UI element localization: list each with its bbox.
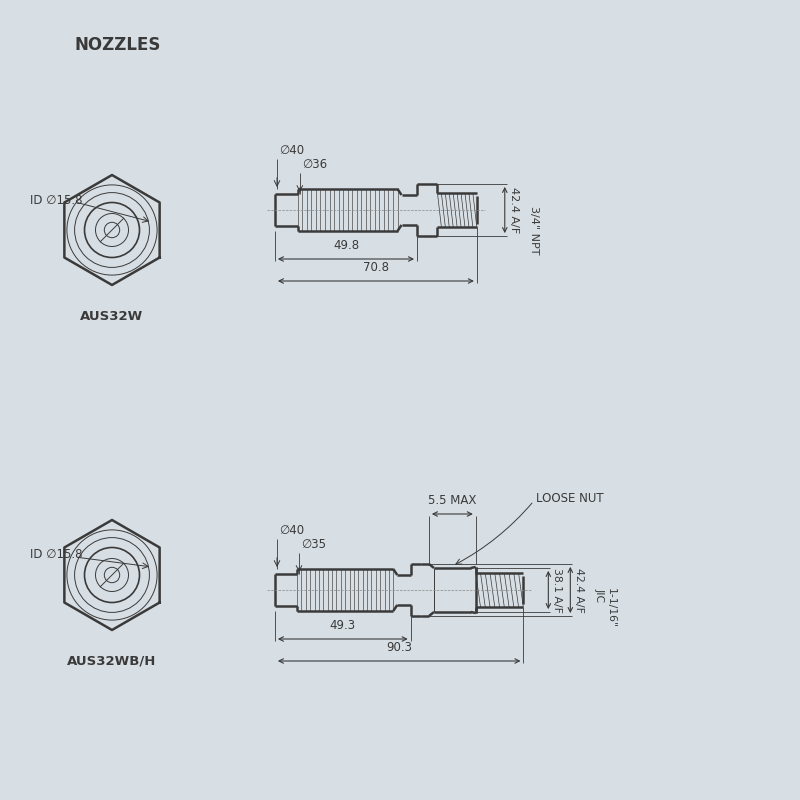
Text: NOZZLES: NOZZLES — [75, 36, 162, 54]
Text: AUS32WB/H: AUS32WB/H — [67, 655, 157, 668]
Text: 90.3: 90.3 — [386, 641, 412, 654]
Text: LOOSE NUT: LOOSE NUT — [536, 493, 603, 506]
Text: 49.8: 49.8 — [333, 239, 359, 252]
Text: 5.5 MAX: 5.5 MAX — [428, 494, 477, 507]
Text: ∅35: ∅35 — [301, 538, 326, 551]
Text: AUS32W: AUS32W — [80, 310, 144, 323]
Text: ID ∅15.8: ID ∅15.8 — [30, 549, 82, 562]
Text: ∅40: ∅40 — [279, 144, 304, 157]
Text: 1-1/16"
JIC: 1-1/16" JIC — [594, 588, 616, 628]
Text: ID ∅15.8: ID ∅15.8 — [30, 194, 82, 206]
Text: 49.3: 49.3 — [330, 619, 356, 632]
Text: 42.4 A/F: 42.4 A/F — [574, 567, 584, 613]
Text: ∅36: ∅36 — [302, 158, 327, 171]
Text: 70.8: 70.8 — [363, 261, 389, 274]
Text: 42.4 A/F: 42.4 A/F — [509, 187, 518, 233]
Text: ∅40: ∅40 — [279, 524, 304, 537]
Text: 38.1 A/F: 38.1 A/F — [552, 567, 562, 613]
Text: 3/4" NPT: 3/4" NPT — [529, 206, 538, 254]
